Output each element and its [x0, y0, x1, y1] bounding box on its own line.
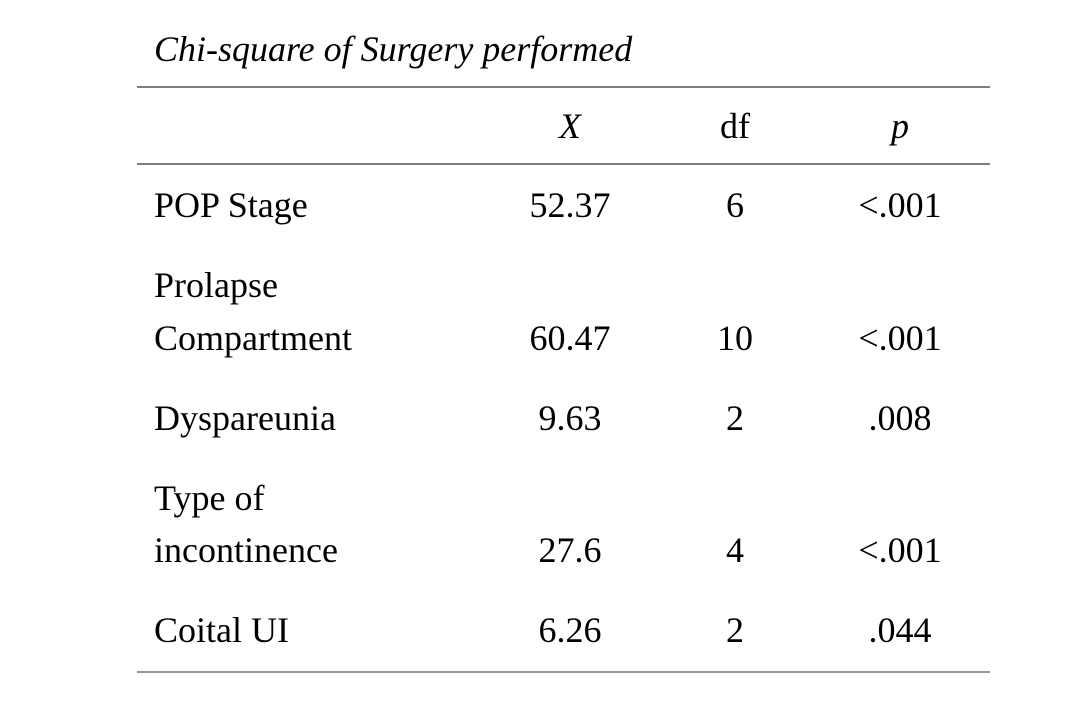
row-label: Dyspareunia: [154, 397, 336, 438]
table-row-dyspareunia: Dyspareunia 9.63 2 .008: [137, 378, 990, 458]
table-row-pop-stage: POP Stage 52.37 6 <.001: [137, 164, 990, 245]
row-label: Prolapse Compartment: [154, 265, 352, 358]
p-value: <.001: [858, 530, 942, 571]
x-value: 60.47: [529, 317, 611, 358]
table-row-prolapse-compartment: Prolapse Compartment 60.47 10 <.001: [137, 245, 990, 377]
table-title: Chi-square of Surgery performed: [154, 29, 633, 69]
p-value: .044: [868, 610, 932, 651]
chi-square-table: Chi-square of Surgery performed X df p P…: [137, 28, 990, 673]
x-value: 9.63: [538, 397, 602, 438]
row-label: Coital UI: [154, 610, 289, 651]
df-value: 2: [726, 397, 744, 438]
header-empty: [137, 87, 480, 164]
header-x-statistic: X: [559, 105, 581, 146]
stats-table: X df p POP Stage 52.37 6 <.001 Prolapse …: [137, 86, 990, 672]
header-p-value: p: [891, 105, 909, 146]
df-value: 6: [726, 185, 744, 226]
p-value: .008: [868, 397, 932, 438]
x-value: 6.26: [538, 610, 602, 651]
row-label: POP Stage: [154, 185, 308, 226]
x-value: 27.6: [538, 530, 602, 571]
x-value: 52.37: [529, 185, 611, 226]
header-df: df: [720, 105, 750, 146]
table-row-coital-ui: Coital UI 6.26 2 .044: [137, 590, 990, 672]
row-label: Type of incontinence: [154, 477, 338, 571]
df-value: 10: [717, 317, 753, 358]
p-value: <.001: [858, 185, 942, 226]
df-value: 2: [726, 610, 744, 651]
df-value: 4: [726, 530, 744, 571]
header-row: X df p: [137, 87, 990, 165]
p-value: <.001: [858, 317, 942, 358]
table-row-type-of-incontinence: Type of incontinence 27.6 4 <.001: [137, 458, 990, 590]
